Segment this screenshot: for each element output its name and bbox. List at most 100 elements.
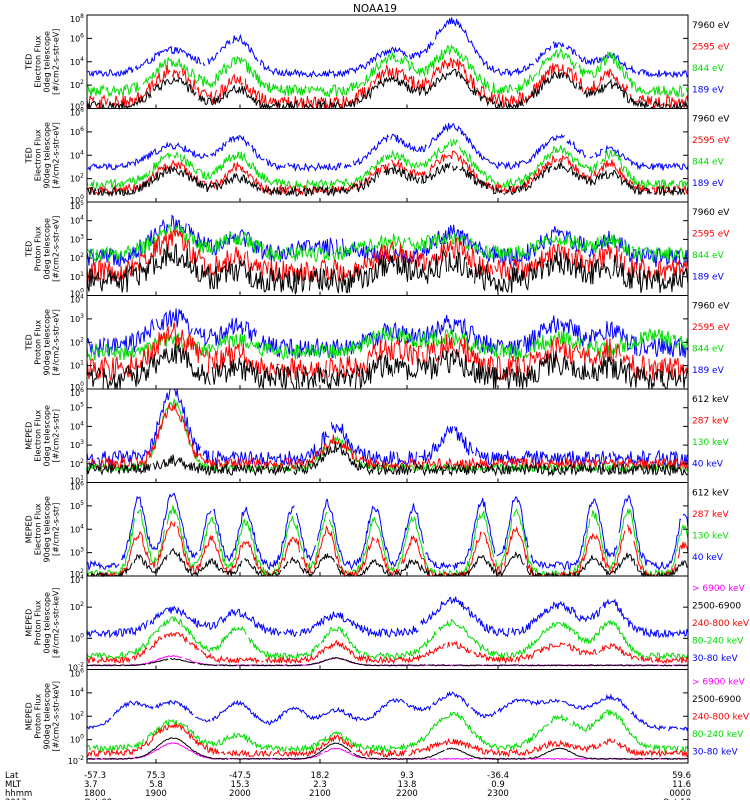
panel-2-ylabel-line-2: Electron Flux — [34, 129, 43, 181]
x-tick-3-hhmm: 2000 — [229, 789, 251, 799]
panel-7-series-1 — [86, 596, 689, 639]
panel-4-series-2 — [86, 327, 689, 361]
panel-8-legend-item-3: 240-800 keV — [692, 713, 750, 723]
x-tick-4-lat: 18.2 — [311, 771, 330, 781]
x-tick-4-mlt: 2.3 — [313, 780, 327, 790]
panel-1-legend-item-4: 189 eV — [692, 86, 725, 96]
panel-3-series-4 — [86, 243, 689, 296]
panel-7-ytick-label: 100 — [70, 632, 84, 643]
panel-7-legend-item-3: 240-800 keV — [692, 619, 750, 629]
panel-6-ytick-label: 102 — [70, 568, 84, 579]
panel-7-ytick-label: 102 — [70, 601, 84, 612]
panel-8-series-3 — [86, 722, 689, 758]
x-tick-2-mlt: 5.8 — [149, 780, 163, 790]
x-tick-7-hhmm: 0000 — [669, 789, 691, 799]
panel-7-series — [86, 596, 689, 667]
x-tick-5-hhmm: 2200 — [396, 789, 418, 799]
panel-2-ytick-label: 102 — [70, 173, 84, 184]
x-tick-6-lat: -36.4 — [487, 771, 509, 781]
panel-4-legend-item-2: 2595 eV — [692, 323, 730, 333]
panel-3-ylabel-line-3: 0deg telescope — [43, 218, 52, 279]
panel-1-series — [86, 17, 689, 111]
panel-2-series-1 — [87, 123, 689, 173]
panel-6-ytick-label: 106 — [70, 481, 84, 492]
panel-1-legend-item-2: 2595 eV — [692, 43, 730, 53]
panel-6-ylabel-line-4: [#/cm2-s-str] — [52, 503, 61, 556]
panel-4-series-4 — [86, 343, 689, 390]
panel-5-ylabel-line-1: MEPED — [25, 422, 34, 450]
panel-3-ylabel-line-2: Proton Flux — [34, 226, 43, 271]
panel-4-ytick-label: 104 — [70, 294, 84, 305]
panel-8-ylabel-line-2: Proton Flux — [34, 694, 43, 739]
panel-5-ylabel-line-3: 0deg telescope — [43, 405, 52, 466]
panel-7-ylabel-line-1: MEPED — [25, 609, 34, 637]
panel-7-legend-item-2: 2500-6900 — [692, 602, 741, 612]
panel-6-legend-item-3: 130 keV — [692, 532, 729, 542]
panel-3-legend-item-1: 7960 eV — [692, 208, 730, 218]
x-tick-1-lat: -57.3 — [84, 771, 106, 781]
x-tick-1-hhmm: 1800 — [84, 789, 106, 799]
panel-6: 106 105 104 103 102 MEPED Electron Flux 90deg t… — [25, 481, 730, 580]
panel-8-series — [86, 691, 689, 761]
panel-7-ytick-label: 10-2 — [68, 662, 84, 673]
panel-7-ylabel-line-2: Proton Flux — [34, 600, 43, 645]
panel-8-ylabel-line-4: [#/cm2-s-str-keV] — [52, 681, 61, 752]
panel-5-ytick-label: 104 — [70, 420, 84, 431]
panel-5-ylabel: MEPED Electron Flux 0deg telescope [#/cm2-s… — [25, 405, 61, 466]
panel-5-ytick-label: 105 — [70, 402, 84, 413]
panel-1-ytick-label: 104 — [70, 56, 84, 67]
panel-8-ylabel-line-1: MEPED — [25, 702, 34, 730]
panel-6-ylabel-line-1: MEPED — [25, 515, 34, 543]
panel-4-legend-item-4: 189 eV — [692, 366, 725, 376]
panel-3-ytick-label: 104 — [70, 215, 84, 226]
panel-4-ylabel-line-1: TED — [25, 334, 34, 351]
panel-1-ytick-label: 106 — [70, 32, 84, 43]
panel-8-legend-item-5: 30-80 keV — [692, 748, 738, 758]
panel-6-ylabel-line-3: 90deg telescope — [43, 496, 52, 563]
panel-3-ytick-label: 101 — [70, 271, 84, 282]
panel-2-series — [86, 123, 689, 197]
panel-2-legend-item-4: 189 eV — [692, 179, 725, 189]
panel-3-legend-item-3: 844 eV — [692, 251, 725, 261]
panel-4-ylabel-line-4: [#/cm2-s-str-eV] — [52, 309, 61, 375]
x-tick-1-date: Oct 09 — [84, 798, 112, 800]
panel-3-ytick-label: 105 — [70, 200, 84, 211]
panel-3-ylabel: TED Proton Flux 0deg telescope [#/cm2-s-str… — [25, 216, 61, 282]
panel-2-ylabel-line-4: [#/cm2-s-str-eV] — [52, 122, 61, 188]
panel-5-legend-item-1: 612 keV — [692, 395, 729, 405]
panel-6-ytick-label: 103 — [70, 547, 84, 558]
x-axis-row-label-1: Lat — [5, 771, 19, 781]
panel-8-legend-item-2: 2500-6900 — [692, 695, 741, 705]
panel-4-ylabel-line-3: 90deg telescope — [43, 309, 52, 376]
panel-5-series — [86, 388, 689, 477]
panel-7-ylabel-line-4: [#/cm2-s-str-keV] — [52, 587, 61, 658]
panel-2-ylabel-line-3: 90deg telescope — [43, 122, 52, 189]
panel-4-ytick-label: 102 — [70, 336, 84, 347]
panel-2-series-4 — [86, 160, 689, 197]
x-tick-3-mlt: 15.3 — [231, 780, 250, 790]
panel-1-ytick-label: 108 — [70, 13, 84, 24]
panel-4-ytick-label: 103 — [70, 313, 84, 324]
panel-2: 108 106 104 102 100 TED Electron Flux 90deg tel… — [25, 107, 731, 206]
panel-1-ylabel-line-4: [#/cm2-s-str-eV] — [52, 29, 61, 95]
panel-1-ytick-label: 100 — [70, 101, 84, 112]
panel-4: 104 103 102 101 100 TED Proton Flux 90deg teles… — [25, 294, 731, 393]
panel-5-ytick-label: 101 — [70, 475, 84, 486]
panel-1-ylabel-line-2: Electron Flux — [34, 35, 43, 87]
panel-8-series-2 — [86, 709, 689, 754]
panel-3-series — [86, 214, 689, 296]
panel-6-ytick-label: 105 — [70, 500, 84, 511]
x-tick-2-lat: 75.3 — [147, 771, 166, 781]
chart-title: NOAA19 — [353, 3, 397, 15]
panel-2-ylabel: TED Electron Flux 90deg telescope [#/cm2-s-… — [25, 122, 61, 189]
panel-3: 105 104 103 102 101 100 TED Proton Flux 0deg tel… — [25, 200, 731, 299]
panel-4-ylabel: TED Proton Flux 90deg telescope [#/cm2-s-st… — [25, 309, 61, 376]
x-tick-7-date: Oct 10 — [663, 798, 691, 800]
panel-7-legend-item-1: > 6900 keV — [692, 584, 746, 594]
panel-7-legend-item-5: 30-80 keV — [692, 654, 738, 664]
panel-8-ylabel: MEPED Proton Flux 90deg telescope [#/cm2-s-… — [25, 681, 61, 752]
panel-1-ylabel-line-3: 0deg telescope — [43, 31, 52, 92]
panel-3-ytick-label: 100 — [70, 288, 84, 299]
panel-8: 106 104 102 100 10-2 MEPED Proton Flux 90deg te… — [25, 668, 750, 767]
